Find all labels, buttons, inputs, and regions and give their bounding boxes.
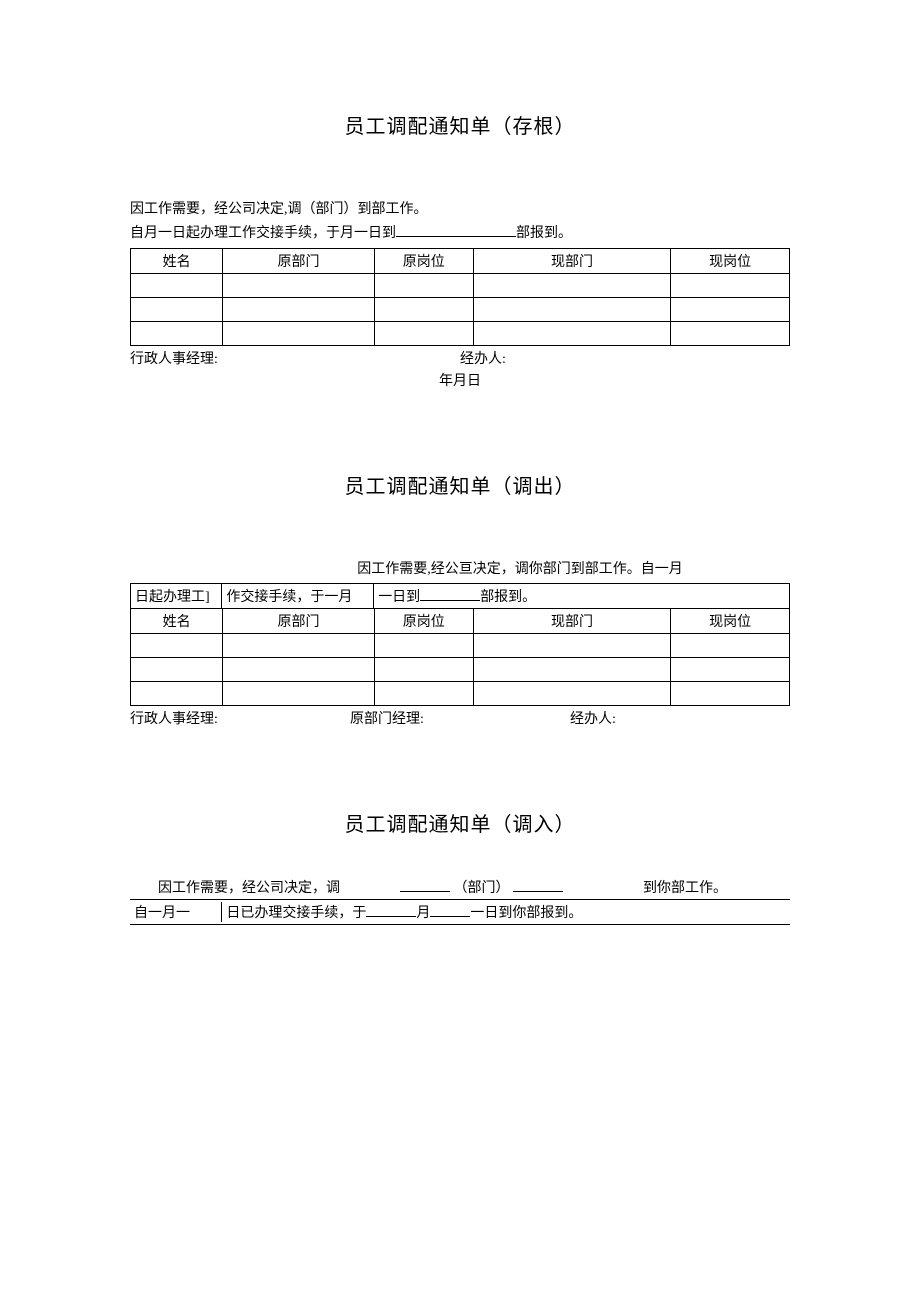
cell	[223, 634, 375, 658]
cell	[671, 658, 790, 682]
para2-post: 部报到。	[516, 226, 572, 241]
section-in: 员工调配通知单（调入） 因工作需要，经公司决定，调 （部门） 到你部工作。 自一…	[130, 808, 790, 925]
row1-p1: 因工作需要，经公司决定，调	[130, 877, 340, 897]
th-new-dept: 现部门	[473, 609, 671, 634]
table-row	[131, 634, 790, 658]
cell	[473, 273, 671, 297]
table-row	[131, 658, 790, 682]
table-row	[131, 682, 790, 706]
row1-p2-text: （部门）	[454, 881, 510, 896]
sig-handler: 经办人:	[570, 708, 790, 728]
cell	[671, 682, 790, 706]
section-stub: 员工调配通知单（存根） 因工作需要，经公司决定,调（部门）到部工作。 自月一日起…	[130, 110, 790, 390]
para2-pre: 自月一日起办理工作交接手续，于月一日到	[130, 226, 396, 241]
cell	[671, 297, 790, 321]
cell	[374, 682, 473, 706]
cell	[374, 634, 473, 658]
cell	[131, 321, 223, 345]
sig-hr-manager: 行政人事经理:	[130, 708, 350, 728]
blank	[513, 878, 563, 892]
cell	[671, 321, 790, 345]
cell	[473, 682, 671, 706]
cell	[671, 634, 790, 658]
sig-orig-manager: 原部门经理:	[350, 708, 570, 728]
cell	[223, 321, 375, 345]
blank	[420, 587, 480, 601]
table-row	[131, 297, 790, 321]
table-header-row: 姓名 原部门 原岗位 现部门 现岗位	[131, 248, 790, 273]
row2-c2-b: 月	[416, 906, 430, 921]
th-new-pos: 现岗位	[671, 609, 790, 634]
th-name: 姓名	[131, 248, 223, 273]
table-stub: 姓名 原部门 原岗位 现部门 现岗位	[130, 248, 790, 346]
cell	[131, 273, 223, 297]
line2-cell3: 一日到 部报到。	[374, 583, 790, 608]
cell	[223, 682, 375, 706]
cell	[374, 658, 473, 682]
th-new-pos: 现岗位	[671, 248, 790, 273]
title-out: 员工调配通知单（调出）	[130, 470, 790, 499]
line2-wrap: 日起办理工] 作交接手续，于一月 一日到 部报到。	[130, 583, 790, 608]
sig-row-out: 行政人事经理: 原部门经理: 经办人:	[130, 708, 790, 728]
cell	[131, 658, 223, 682]
cell	[671, 273, 790, 297]
para1: 因工作需要，经公司决定,调（部门）到部工作。	[130, 199, 790, 221]
title-in: 员工调配通知单（调入）	[130, 808, 790, 837]
line2-cell2: 作交接手续，于一月	[222, 583, 374, 608]
para-pre-out: 因工作需要,经公亘决定，调你部门到部工作。自一月	[250, 559, 790, 581]
cell	[131, 297, 223, 321]
row2-c2-c: 一日到你部报到。	[470, 906, 582, 921]
cell	[131, 682, 223, 706]
table-header-row: 姓名 原部门 原岗位 现部门 现岗位	[131, 609, 790, 634]
table-row	[131, 321, 790, 345]
th-orig-pos: 原岗位	[374, 609, 473, 634]
th-name: 姓名	[131, 609, 223, 634]
blank	[400, 878, 450, 892]
line2-cell3-a: 一日到	[378, 590, 420, 605]
section-out: 员工调配通知单（调出） 因工作需要,经公亘决定，调你部门到部工作。自一月 日起办…	[130, 470, 790, 728]
row2-c1: 自一月一	[130, 902, 222, 922]
row2-c2: 日已办理交接手续，于 月 一日到你部报到。	[222, 902, 790, 922]
cell	[131, 634, 223, 658]
cell	[374, 321, 473, 345]
cell	[473, 321, 671, 345]
row1-in: 因工作需要，经公司决定，调 （部门） 到你部工作。	[130, 877, 790, 900]
th-orig-dept: 原部门	[223, 609, 375, 634]
sig-handler: 经办人:	[460, 348, 790, 368]
th-orig-pos: 原岗位	[374, 248, 473, 273]
blank	[430, 903, 470, 917]
cell	[223, 273, 375, 297]
para2: 自月一日起办理工作交接手续，于月一日到 部报到。	[130, 223, 790, 245]
cell	[473, 658, 671, 682]
blank-dept	[396, 223, 516, 237]
title-stub: 员工调配通知单（存根）	[130, 110, 790, 139]
line2-cell1: 日起办理工]	[130, 583, 222, 608]
sig-hr-manager: 行政人事经理:	[130, 348, 460, 368]
cell	[374, 297, 473, 321]
cell	[223, 297, 375, 321]
date-row: 年月日	[130, 370, 790, 390]
row2-in: 自一月一 日已办理交接手续，于 月 一日到你部报到。	[130, 900, 790, 925]
th-orig-dept: 原部门	[223, 248, 375, 273]
row1-p2: （部门）	[340, 877, 563, 897]
cell	[473, 634, 671, 658]
sig-row-1: 行政人事经理: 经办人:	[130, 348, 790, 368]
cell	[473, 297, 671, 321]
row2-c2-a: 日已办理交接手续，于	[226, 906, 366, 921]
cell	[223, 658, 375, 682]
line2-cell3-b: 部报到。	[480, 590, 536, 605]
cell	[374, 273, 473, 297]
table-out: 姓名 原部门 原岗位 现部门 现岗位	[130, 608, 790, 706]
th-new-dept: 现部门	[473, 248, 671, 273]
row1-p3: 到你部工作。	[563, 877, 727, 897]
blank	[366, 903, 416, 917]
table-row	[131, 273, 790, 297]
